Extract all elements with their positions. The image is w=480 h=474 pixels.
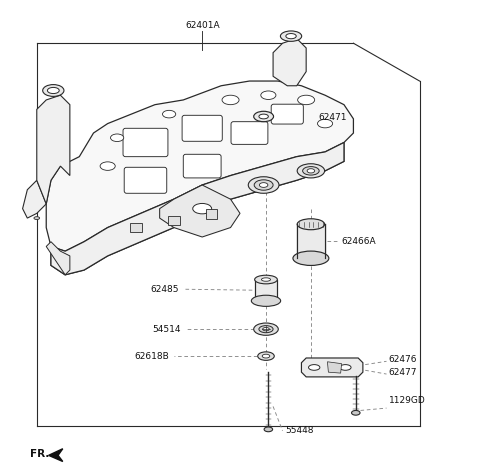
Ellipse shape: [280, 31, 301, 41]
Ellipse shape: [48, 87, 59, 93]
Polygon shape: [273, 38, 306, 86]
Ellipse shape: [302, 166, 319, 175]
Ellipse shape: [298, 95, 315, 105]
Polygon shape: [48, 449, 63, 462]
Text: 62476: 62476: [389, 356, 418, 365]
Ellipse shape: [258, 352, 274, 360]
FancyBboxPatch shape: [124, 167, 167, 193]
Ellipse shape: [262, 354, 270, 358]
Ellipse shape: [297, 164, 324, 178]
Ellipse shape: [110, 134, 124, 142]
Text: FR.: FR.: [30, 449, 49, 459]
Ellipse shape: [163, 110, 176, 118]
Ellipse shape: [261, 91, 276, 100]
FancyBboxPatch shape: [182, 115, 222, 141]
Ellipse shape: [286, 34, 296, 39]
Polygon shape: [23, 180, 46, 218]
Text: 1129GD: 1129GD: [389, 395, 426, 404]
FancyBboxPatch shape: [255, 280, 277, 301]
Polygon shape: [131, 223, 142, 232]
Ellipse shape: [259, 114, 268, 119]
Ellipse shape: [255, 275, 277, 284]
Ellipse shape: [307, 169, 315, 173]
Text: 62477: 62477: [389, 368, 418, 377]
Ellipse shape: [254, 180, 273, 190]
Ellipse shape: [351, 410, 360, 415]
Ellipse shape: [262, 278, 271, 281]
Ellipse shape: [293, 251, 329, 265]
Ellipse shape: [340, 365, 351, 370]
Polygon shape: [160, 185, 240, 237]
Ellipse shape: [264, 427, 273, 432]
Ellipse shape: [297, 219, 324, 230]
Ellipse shape: [254, 323, 278, 335]
Text: 62466A: 62466A: [342, 237, 376, 246]
Text: 62485: 62485: [150, 285, 179, 294]
Ellipse shape: [248, 177, 279, 193]
Text: 62618B: 62618B: [134, 352, 169, 361]
Polygon shape: [168, 216, 180, 226]
FancyBboxPatch shape: [123, 128, 168, 156]
Polygon shape: [206, 209, 217, 219]
Polygon shape: [37, 95, 70, 204]
Polygon shape: [46, 242, 70, 275]
FancyBboxPatch shape: [231, 122, 268, 145]
FancyBboxPatch shape: [271, 104, 303, 124]
Ellipse shape: [193, 203, 212, 214]
Polygon shape: [301, 358, 363, 377]
Ellipse shape: [43, 84, 64, 96]
Polygon shape: [51, 143, 344, 275]
Ellipse shape: [252, 295, 281, 306]
Ellipse shape: [222, 95, 239, 105]
Ellipse shape: [34, 217, 40, 219]
Polygon shape: [46, 81, 353, 251]
Ellipse shape: [259, 326, 273, 333]
Ellipse shape: [317, 119, 333, 128]
FancyBboxPatch shape: [297, 224, 324, 258]
Text: 62471: 62471: [318, 113, 347, 122]
Ellipse shape: [309, 365, 320, 370]
FancyBboxPatch shape: [183, 155, 221, 178]
Text: 54514: 54514: [153, 325, 181, 334]
Ellipse shape: [254, 111, 274, 122]
Text: 55448: 55448: [285, 426, 313, 435]
Ellipse shape: [263, 328, 269, 331]
Text: 62401A: 62401A: [185, 21, 219, 30]
Polygon shape: [51, 143, 344, 275]
Polygon shape: [327, 362, 342, 373]
Ellipse shape: [100, 162, 115, 170]
Ellipse shape: [259, 182, 268, 187]
